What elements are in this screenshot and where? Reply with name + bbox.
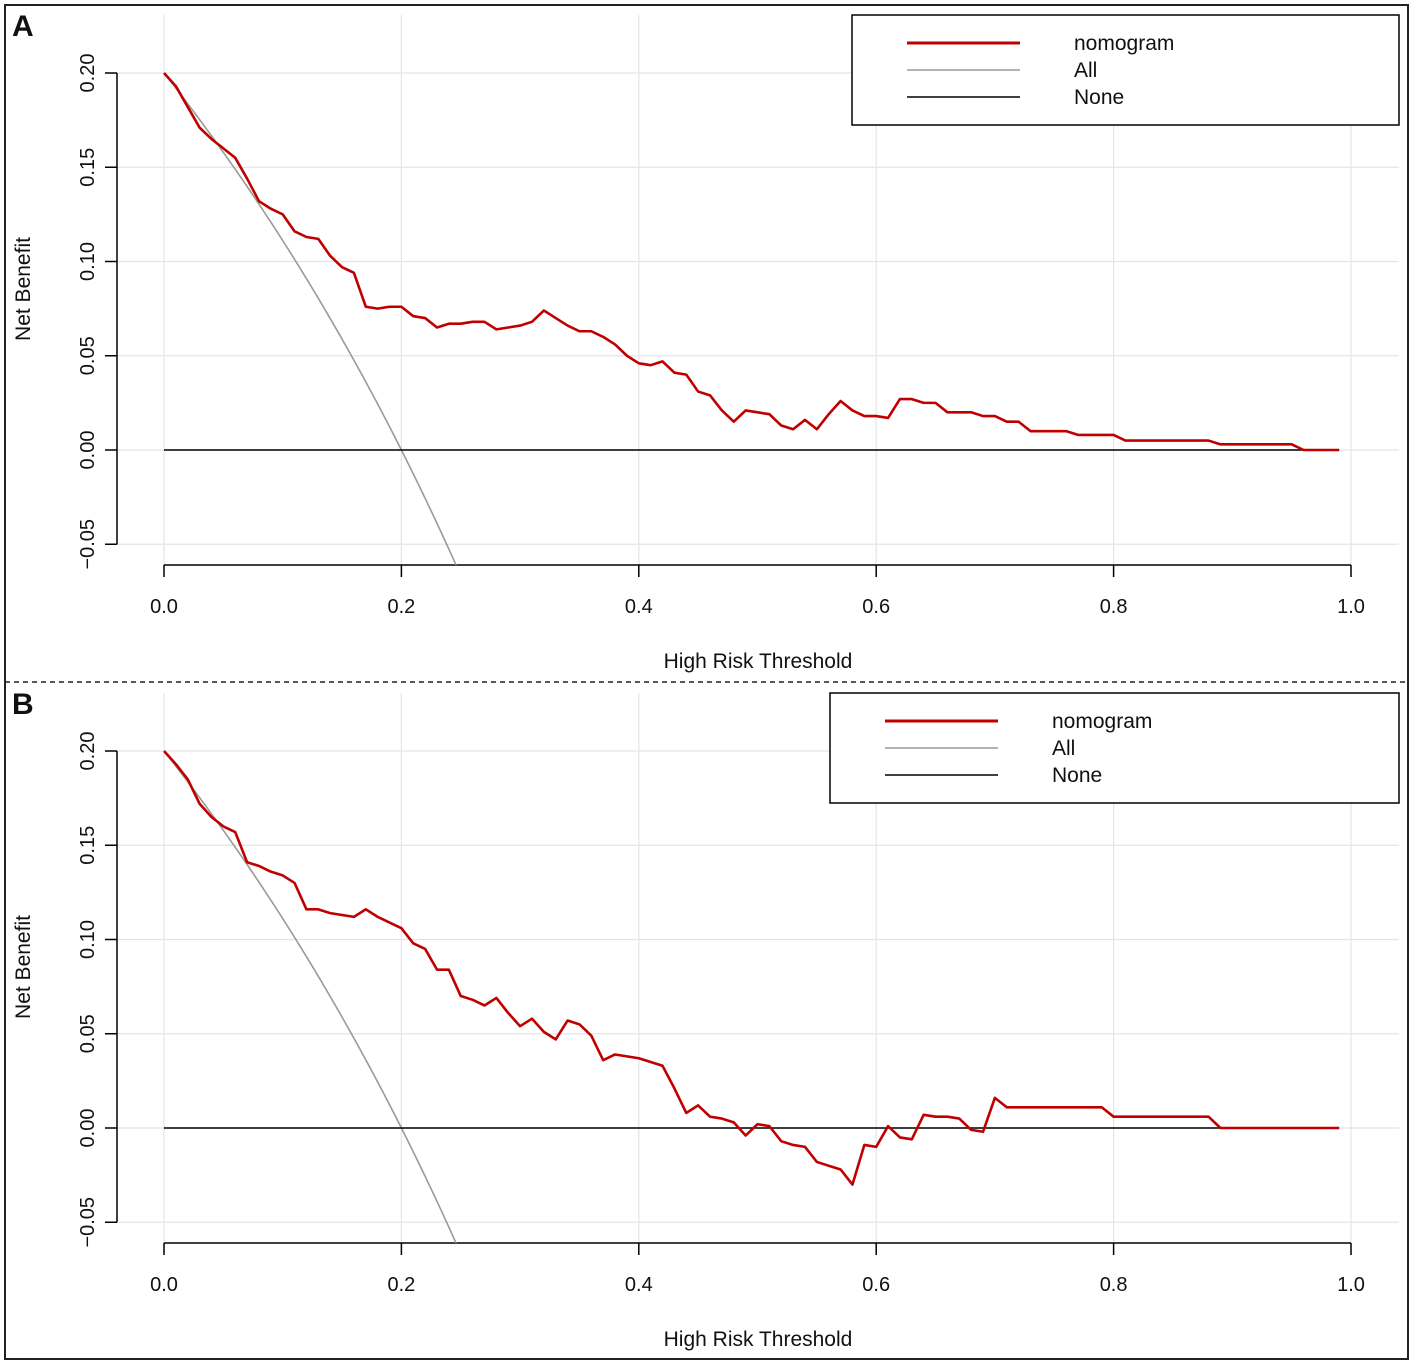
legend-label: nomogram: [1074, 32, 1174, 55]
series-nomogram-line: [163, 750, 1340, 1186]
y-tick-label: 0.00: [77, 431, 99, 470]
y-tick-label: 0.10: [77, 242, 99, 281]
y-axis-title: Net Benefit: [12, 237, 35, 341]
x-tick-label: 0.4: [625, 1274, 653, 1296]
panel-letter: B: [12, 688, 34, 721]
y-tick-label: 0.05: [77, 336, 99, 375]
axes: 0.0 0.2 0.4 0.6 0.8 1.0 −0.05 0.00 0.05 0.10 0.15 0…: [77, 54, 1365, 618]
y-tick-label: 0.10: [77, 920, 99, 959]
legend-label: All: [1074, 59, 1097, 82]
x-tick-label: 0.2: [387, 596, 415, 618]
x-tick-label: 0.0: [150, 596, 178, 618]
series-all-line: [163, 750, 457, 1243]
axes: 0.0 0.2 0.4 0.6 0.8 1.0 −0.05 0.00 0.05 0.10 0.15 0…: [77, 732, 1365, 1296]
legend-label: nomogram: [1052, 710, 1152, 733]
y-tick-label: −0.05: [77, 1197, 99, 1248]
x-tick-label: 0.8: [1100, 1274, 1128, 1296]
x-axis-title: High Risk Threshold: [664, 1328, 853, 1351]
y-tick-label: 0.15: [77, 148, 99, 187]
series-nomogram-line: [163, 72, 1340, 452]
series: [163, 72, 1340, 565]
legend: nomogram All None: [851, 14, 1400, 126]
legend-label: All: [1052, 737, 1075, 760]
y-tick-label: 0.15: [77, 826, 99, 865]
panel-a: A 0.0 0.2 0.4 0.6 0.8 1.0 −0.05 0.00 0.05 0.10 0.1…: [12, 10, 1400, 673]
x-tick-label: 0.4: [625, 596, 653, 618]
panel-letter: A: [12, 10, 34, 43]
y-tick-label: 0.20: [77, 54, 99, 93]
x-tick-label: 1.0: [1337, 1274, 1365, 1296]
x-tick-label: 0.0: [150, 1274, 178, 1296]
y-tick-label: 0.05: [77, 1014, 99, 1053]
x-tick-label: 0.2: [387, 1274, 415, 1296]
x-tick-label: 0.6: [862, 596, 890, 618]
legend-label: None: [1052, 764, 1102, 787]
legend: nomogram All None: [829, 692, 1400, 804]
series: [163, 750, 1340, 1243]
y-tick-label: 0.00: [77, 1109, 99, 1148]
y-axis-title: Net Benefit: [12, 915, 35, 1019]
x-tick-label: 0.8: [1100, 596, 1128, 618]
x-tick-label: 1.0: [1337, 596, 1365, 618]
series-all-line: [163, 72, 457, 565]
x-tick-label: 0.6: [862, 1274, 890, 1296]
x-axis-title: High Risk Threshold: [664, 650, 853, 673]
y-tick-label: 0.20: [77, 732, 99, 771]
panel-b: B 0.0 0.2 0.4 0.6 0.8 1.0 −0.05 0.00 0.05 0.10 0.1…: [12, 688, 1400, 1351]
legend-label: None: [1074, 86, 1124, 109]
y-tick-label: −0.05: [77, 519, 99, 570]
